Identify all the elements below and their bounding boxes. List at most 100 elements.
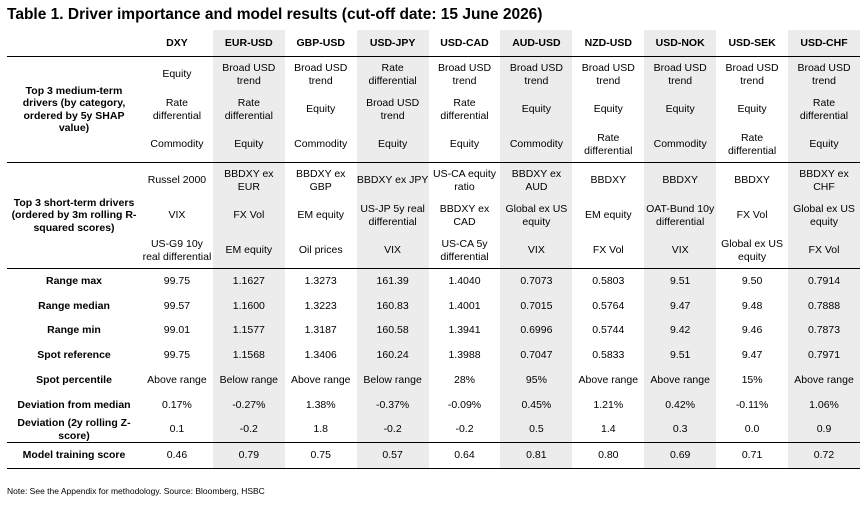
stat-cell: 9.46: [741, 324, 763, 337]
driver-cell: EM equity: [584, 209, 632, 222]
header-row: DXY EUR-USD GBP-USD USD-JPY USD-CAD AUD-USD NZ…: [7, 30, 860, 57]
training-score-cell: 0.75: [284, 442, 357, 469]
driver-cell: Oil prices: [298, 244, 343, 257]
stat-cell: 0.5833: [592, 349, 625, 362]
driver-cell: OAT-Bund 10y differential: [644, 198, 717, 233]
driver-cell: FX Vol: [736, 209, 768, 222]
driver-cell: VIX: [168, 209, 186, 222]
driver-cell: FX Vol: [788, 233, 860, 269]
training-score-cell: 0.46: [141, 442, 213, 469]
column-header: DXY: [141, 30, 213, 57]
medium-term-drivers-row: Rate differential Rate differential Equity…: [7, 92, 860, 127]
stat-cell: -0.2: [212, 417, 285, 444]
driver-cell: EM equity: [212, 233, 285, 269]
stat-cell: 0.7047: [500, 343, 573, 368]
stat-cell: 0.9: [788, 417, 860, 444]
driver-cell: Global ex US equity: [788, 198, 860, 233]
driver-cell: Global ex US equity: [721, 238, 783, 263]
driver-cell: Rate differential: [584, 132, 633, 157]
driver-cell: BBDXY ex CHF: [788, 162, 860, 198]
driver-cell: Rate differential: [440, 97, 489, 122]
stat-cell: 0.7971: [788, 343, 860, 368]
training-score-cell: 0.64: [428, 442, 501, 469]
driver-cell: BBDXY ex EUR: [212, 162, 285, 198]
stat-cell: 28%: [454, 373, 476, 386]
short-term-drivers-row: US-G9 10y real differential EM equity Oil …: [7, 233, 860, 269]
training-score-cell: 0.79: [212, 442, 285, 469]
stat-cell: 0.6996: [500, 318, 573, 344]
stat-cell: -0.37%: [356, 392, 429, 418]
driver-cell: FX Vol: [212, 198, 285, 233]
stat-cell: 1.3273: [284, 267, 357, 294]
stat-cell: 0.5: [500, 417, 573, 444]
stat-cell: 1.38%: [305, 398, 336, 411]
stat-cell: 9.51: [644, 343, 717, 368]
stat-label: Deviation (2y rolling Z-score): [7, 417, 141, 444]
driver-cell: BBDXY ex GBP: [284, 162, 357, 198]
stat-row: Spot percentile Above range Below range Abo…: [7, 367, 860, 393]
table-title: Table 1. Driver importance and model res…: [7, 6, 543, 23]
stat-cell: 1.1568: [212, 343, 285, 368]
stat-cell: 9.48: [741, 299, 763, 312]
stat-cell: Above range: [147, 373, 207, 386]
driver-cell: US-JP 5y real differential: [356, 198, 429, 233]
driver-cell: Rate differential: [788, 92, 860, 127]
stat-cell: 1.06%: [788, 392, 860, 418]
driver-table: DXY EUR-USD GBP-USD USD-JPY USD-CAD AUD-USD NZ…: [7, 30, 860, 469]
stat-cell: 0.3: [644, 417, 717, 444]
training-score-row: Model training score 0.46 0.79 0.75 0.57 0.64…: [7, 442, 860, 469]
stat-cell: 99.75: [163, 349, 191, 362]
driver-cell: Broad USD trend: [212, 56, 285, 92]
stat-cell: 1.3187: [304, 324, 337, 337]
stat-cell: 0.5764: [592, 299, 625, 312]
stat-cell: 9.42: [644, 318, 717, 344]
column-header: NZD-USD: [572, 30, 645, 57]
column-header: EUR-USD: [212, 30, 285, 57]
driver-cell: Broad USD trend: [644, 56, 717, 92]
stat-cell: 0.0: [716, 417, 789, 444]
stat-cell: 9.47: [644, 293, 717, 319]
driver-cell: Broad USD trend: [356, 92, 429, 127]
stat-cell: 1.1577: [212, 318, 285, 344]
medium-term-drivers-row: Commodity Equity Commodity Equity Equity Comm…: [7, 127, 860, 163]
training-score-cell: 0.71: [716, 442, 789, 469]
stat-label: Range median: [38, 299, 110, 312]
stat-cell: 9.47: [741, 349, 763, 362]
stat-cell: 0.42%: [644, 392, 717, 418]
driver-cell: Global ex US equity: [500, 198, 573, 233]
stat-cell: 1.3988: [448, 349, 481, 362]
driver-cell: Equity: [593, 103, 623, 116]
driver-cell: Broad USD trend: [788, 56, 860, 92]
driver-cell: Broad USD trend: [581, 62, 635, 87]
stat-label: Deviation from median: [17, 398, 131, 411]
stat-row: Deviation from median 0.17% -0.27% 1.38% -0.…: [7, 392, 860, 418]
driver-cell: Rate differential: [356, 56, 429, 92]
driver-cell: Equity: [644, 92, 717, 127]
stat-cell: 160.58: [356, 318, 429, 344]
stat-cell: 0.7888: [788, 293, 860, 319]
driver-cell: VIX: [356, 233, 429, 269]
training-score-cell: 0.81: [500, 442, 573, 469]
column-header: AUD-USD: [500, 30, 573, 57]
short-term-drivers-row: Top 3 short-term drivers (ordered by 3m …: [7, 162, 860, 269]
stat-cell: -0.27%: [212, 392, 285, 418]
driver-cell: Broad USD trend: [500, 56, 573, 92]
stat-cell: 1.21%: [593, 398, 624, 411]
driver-cell: Rate differential: [152, 97, 202, 122]
driver-cell: Rate differential: [727, 132, 777, 157]
driver-cell: BBDXY ex CAD: [439, 203, 490, 228]
driver-cell: Equity: [500, 92, 573, 127]
training-score-label: Model training score: [7, 442, 141, 469]
stat-row: Deviation (2y rolling Z-score) 0.1 -0.2 1.8…: [7, 417, 860, 444]
stat-cell: 1.3406: [304, 349, 337, 362]
driver-cell: Commodity: [150, 138, 204, 151]
driver-cell: Equity: [356, 127, 429, 163]
driver-cell: US-G9 10y real differential: [142, 238, 212, 263]
column-header: USD-JPY: [356, 30, 429, 57]
driver-cell: Broad USD trend: [437, 62, 492, 87]
stat-cell: 15%: [741, 373, 763, 386]
column-header: USD-SEK: [716, 30, 789, 57]
stat-cell: 0.17%: [162, 398, 192, 411]
stat-cell: 1.3223: [304, 299, 337, 312]
short-term-drivers-row: VIX FX Vol EM equity US-JP 5y real differen…: [7, 198, 860, 233]
